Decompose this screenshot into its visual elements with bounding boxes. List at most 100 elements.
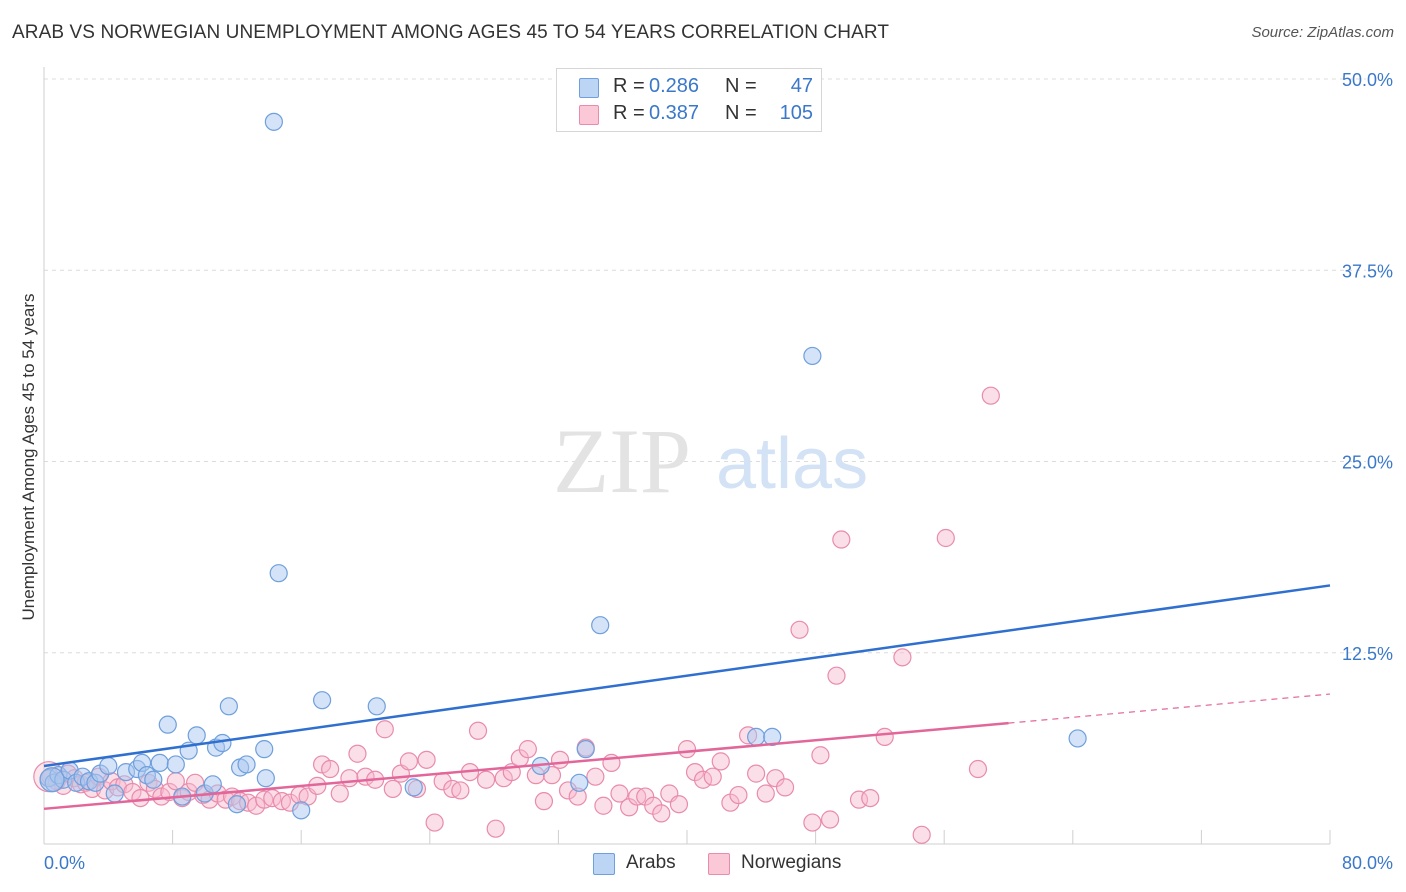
norwegians-point xyxy=(811,746,830,765)
norwegians-point xyxy=(476,770,496,789)
norwegians-point xyxy=(729,785,748,805)
arabs-point xyxy=(219,697,238,716)
arabs-point xyxy=(763,727,782,747)
legend-n-value: 105 xyxy=(779,102,813,124)
norwegians-point xyxy=(936,528,955,548)
arabs-point xyxy=(747,727,766,747)
y-tick-label: 25.0% xyxy=(1342,453,1393,473)
norwegians-point xyxy=(669,795,689,814)
norwegians-point xyxy=(766,769,785,788)
arabs-point xyxy=(264,112,283,131)
watermark-atlas: atlas xyxy=(716,424,868,504)
arabs-point xyxy=(404,778,423,797)
norwegians-point xyxy=(425,813,444,832)
arabs-point xyxy=(213,733,232,753)
y-tick-label: 12.5% xyxy=(1342,644,1393,664)
norwegians-point xyxy=(861,788,880,808)
norwegians-point xyxy=(518,740,537,759)
y-tick-label: 37.5% xyxy=(1342,261,1393,281)
correlation-legend: R = 0.286 N = 47 R = 0.387 N = 105 xyxy=(556,68,822,132)
norwegians-point xyxy=(832,530,851,549)
norwegians-legend-swatch xyxy=(708,853,730,875)
legend-n-label: N = xyxy=(725,102,757,124)
arabs-point xyxy=(99,756,118,776)
norwegians-point xyxy=(747,764,766,783)
arabs-swatch xyxy=(579,78,599,98)
norwegians-point xyxy=(550,750,570,769)
arabs-point xyxy=(803,346,822,366)
watermark: ZIP atlas xyxy=(553,410,868,512)
norwegians-point xyxy=(803,813,822,832)
arabs-legend-swatch xyxy=(593,853,615,875)
legend-r-label: R = xyxy=(613,75,645,97)
norwegians-legend-label: Norwegians xyxy=(741,852,842,873)
norwegians-point xyxy=(417,750,436,769)
arabs-point xyxy=(576,740,595,759)
arabs-point xyxy=(166,755,185,774)
legend-r-label: R = xyxy=(613,102,645,124)
norwegians-point xyxy=(968,759,988,779)
arabs-point xyxy=(367,697,386,716)
norwegians-point xyxy=(756,784,775,803)
tick-labels: 12.5% 25.0% 37.5% 50.0% 0.0% 80.0% Unemploymen… xyxy=(19,70,1393,873)
arabs-point xyxy=(570,773,589,792)
arabs-trend-line xyxy=(43,584,1331,768)
norwegians-point xyxy=(348,744,367,763)
norwegians-point xyxy=(383,779,402,799)
arabs-point xyxy=(256,769,275,788)
source-label: Source: ZipAtlas.com xyxy=(1251,24,1394,41)
arabs-point xyxy=(591,616,610,635)
arabs-point xyxy=(105,784,124,803)
norwegians-point xyxy=(875,727,894,747)
norwegians-point xyxy=(330,784,349,803)
arabs-point xyxy=(312,691,332,710)
arabs-point xyxy=(227,795,246,814)
arabs-cluster-point xyxy=(39,767,65,793)
norwegians-point xyxy=(375,720,394,739)
arabs-point xyxy=(150,753,169,773)
norwegians-point xyxy=(468,721,488,740)
legend-n-value: 47 xyxy=(790,75,813,97)
norwegians-point xyxy=(610,784,629,803)
norwegians-point xyxy=(131,788,150,808)
legend-n-label: N = xyxy=(725,75,757,97)
y-tick-label: 50.0% xyxy=(1342,70,1393,90)
arabs-legend-label: Arabs xyxy=(626,852,676,873)
norwegians-point xyxy=(340,769,359,788)
norwegians-point xyxy=(912,825,931,844)
trend-lines xyxy=(43,584,1331,811)
norwegians-point xyxy=(399,752,419,771)
y-axis-title: Unemployment Among Ages 45 to 54 years xyxy=(19,294,38,621)
norwegians-point xyxy=(652,804,671,823)
norwegians-point xyxy=(827,666,846,685)
norwegians-point xyxy=(775,778,795,797)
chart-title: ARAB VS NORWEGIAN UNEMPLOYMENT AMONG AGE… xyxy=(12,22,890,43)
axes xyxy=(43,67,1331,845)
arabs-point xyxy=(269,564,288,583)
norwegians-point xyxy=(677,740,697,759)
arabs-point xyxy=(255,740,274,759)
arabs-point xyxy=(203,775,222,794)
norwegians-point xyxy=(586,767,605,786)
norwegians-trend-line xyxy=(43,721,1009,811)
norwegians-point xyxy=(451,781,470,800)
norwegians-swatch xyxy=(579,105,599,125)
norwegians-point xyxy=(790,620,809,639)
norwegians-trend-extension xyxy=(1008,693,1331,724)
arabs-point xyxy=(144,770,163,789)
legend-r-value: 0.387 xyxy=(649,102,700,124)
norwegians-point xyxy=(711,752,730,771)
grid-lines xyxy=(44,78,1366,654)
norwegians-point xyxy=(703,767,722,786)
arabs-point xyxy=(1068,729,1087,748)
x-tick-label: 0.0% xyxy=(44,853,85,873)
norwegians-point xyxy=(486,819,505,838)
x-tick-label: 80.0% xyxy=(1342,853,1393,873)
norwegians-point xyxy=(981,386,1000,405)
arabs-point xyxy=(158,715,177,734)
norwegians-point xyxy=(893,648,912,667)
norwegians-point xyxy=(534,792,554,811)
arabs-points xyxy=(39,112,1087,820)
arabs-point xyxy=(237,755,256,774)
